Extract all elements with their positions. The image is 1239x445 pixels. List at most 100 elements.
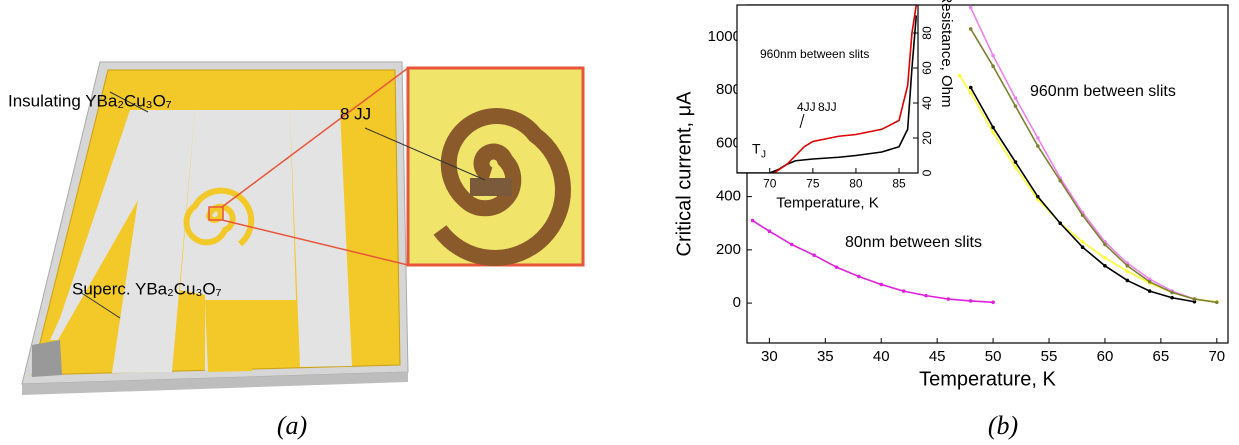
data-point xyxy=(1147,279,1152,284)
y-tick-label: 600 xyxy=(716,134,741,151)
data-point xyxy=(1036,144,1040,148)
substrate-side xyxy=(22,372,408,395)
data-point xyxy=(812,253,816,257)
x-tick-label: 60 xyxy=(1097,348,1114,365)
y-tick-label: 80 xyxy=(920,26,934,40)
tj-label: T xyxy=(752,141,761,157)
x-tick-label: 45 xyxy=(929,348,946,365)
data-point xyxy=(1125,269,1130,273)
y-tick-label: 400 xyxy=(716,188,741,205)
corner-pad xyxy=(32,340,62,377)
data-point xyxy=(1215,300,1219,305)
left-slot xyxy=(50,110,195,373)
y-axis-label: Resistance, Ohm xyxy=(938,0,955,108)
data-point xyxy=(968,27,973,31)
data-point xyxy=(1147,277,1152,281)
y-axis-label: Critical current, μA xyxy=(673,91,695,257)
zoom-line xyxy=(221,219,409,266)
x-tick-label: 70 xyxy=(1208,348,1225,365)
data-point xyxy=(1080,245,1085,249)
x-tick-label: 50 xyxy=(985,348,1002,365)
junction-array xyxy=(470,178,512,196)
x-tick-label: 30 xyxy=(761,348,778,365)
data-point xyxy=(1058,178,1063,183)
caption: (b) xyxy=(988,411,1018,440)
x-tick-label: 40 xyxy=(873,348,890,365)
data-point xyxy=(901,289,906,293)
x-axis-label: Temperature, K xyxy=(776,194,879,211)
data-point xyxy=(991,64,995,69)
pointer-line xyxy=(109,91,149,113)
x-tick-label: 75 xyxy=(806,177,820,191)
series-line xyxy=(970,28,1217,304)
pointer xyxy=(799,113,805,129)
data-point xyxy=(1013,165,1018,170)
micrograph-spiral xyxy=(433,108,571,266)
data-point xyxy=(1125,264,1130,268)
data-point xyxy=(991,300,995,305)
data-point xyxy=(1036,136,1040,140)
data-point xyxy=(1170,290,1174,295)
label: 8 JJ xyxy=(340,104,371,123)
x-tick-label: 55 xyxy=(1041,348,1058,365)
y-tick-label: 60 xyxy=(920,61,934,75)
data-point xyxy=(968,91,973,95)
label: Insulating YBa₂Cu₃O₇ xyxy=(8,91,172,110)
annotation: 960nm between slits xyxy=(1030,83,1176,100)
data-point xyxy=(1013,160,1018,164)
data-point xyxy=(924,293,928,298)
annotation: 960nm between slits xyxy=(760,47,869,61)
annotation: 8JJ xyxy=(818,100,837,114)
right-slot xyxy=(290,110,352,367)
series-line xyxy=(773,5,918,173)
series-line xyxy=(752,219,994,304)
pointer-line xyxy=(364,127,486,181)
data-point xyxy=(1170,295,1174,300)
plot-frame xyxy=(736,4,919,174)
x-tick-label: 65 xyxy=(1153,348,1170,365)
data-point xyxy=(1013,104,1018,108)
data-point xyxy=(968,299,973,303)
data-point xyxy=(879,282,884,287)
data-point xyxy=(968,85,973,90)
y-tick-label: 200 xyxy=(716,241,741,258)
data-point xyxy=(789,242,794,247)
data-point xyxy=(1147,289,1152,293)
data-point xyxy=(1103,264,1107,268)
x-tick-label: 85 xyxy=(892,177,906,191)
y-tick-label: 0 xyxy=(920,169,934,176)
y-tick-label: 1000 xyxy=(708,28,741,45)
data-point xyxy=(1103,256,1107,260)
annotation: 4JJ xyxy=(797,100,816,114)
data-point xyxy=(750,218,755,223)
data-point xyxy=(1013,96,1018,100)
data-point xyxy=(957,73,962,78)
data-point xyxy=(968,5,973,10)
x-axis-label: Temperature, K xyxy=(919,368,1056,390)
plot-area xyxy=(737,5,918,173)
x-tick-label: 80 xyxy=(849,177,863,191)
data-point xyxy=(767,229,772,234)
data-point xyxy=(1103,242,1107,247)
zoom-line xyxy=(221,67,409,208)
x-tick-label: 70 xyxy=(763,177,777,191)
data-point xyxy=(1036,194,1040,199)
plot-clip xyxy=(750,5,1219,305)
pointer-line xyxy=(79,291,121,319)
data-point xyxy=(991,53,995,58)
data-point xyxy=(834,265,839,269)
zoom-marker xyxy=(208,206,224,221)
label: Superc. YBa₂Cu₃O₇ xyxy=(72,279,222,298)
data-point xyxy=(1080,240,1085,244)
device-diagram: Insulating YBa₂Cu₃O₇ Superc. YBa₂Cu₃O₇ 8… xyxy=(8,61,1018,440)
plot-clip xyxy=(737,5,918,173)
tj-subscript: J xyxy=(761,150,766,161)
data-point xyxy=(991,125,995,130)
center-lead xyxy=(205,300,255,372)
y-tick-label: 40 xyxy=(920,96,934,110)
data-point xyxy=(1192,299,1197,304)
data-point xyxy=(857,274,861,279)
plot-frame xyxy=(746,4,1229,344)
